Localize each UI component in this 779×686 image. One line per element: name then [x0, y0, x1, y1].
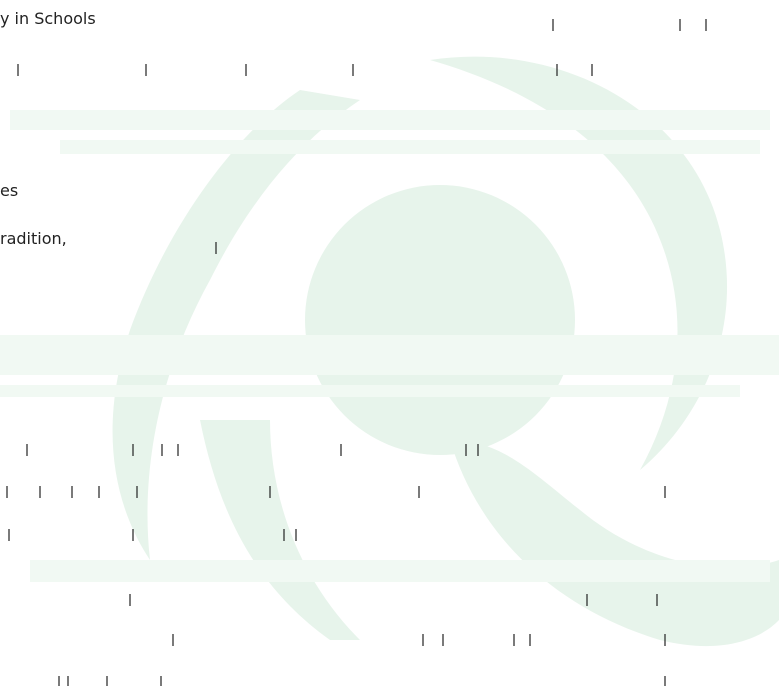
- text-fragment: es: [0, 181, 18, 200]
- screen: y in Schools es radition,: [0, 0, 779, 686]
- text-fragment: y in Schools: [0, 9, 96, 28]
- page: y in Schools es radition, (() => { const…: [0, 0, 779, 686]
- text-fragment: radition,: [0, 229, 67, 248]
